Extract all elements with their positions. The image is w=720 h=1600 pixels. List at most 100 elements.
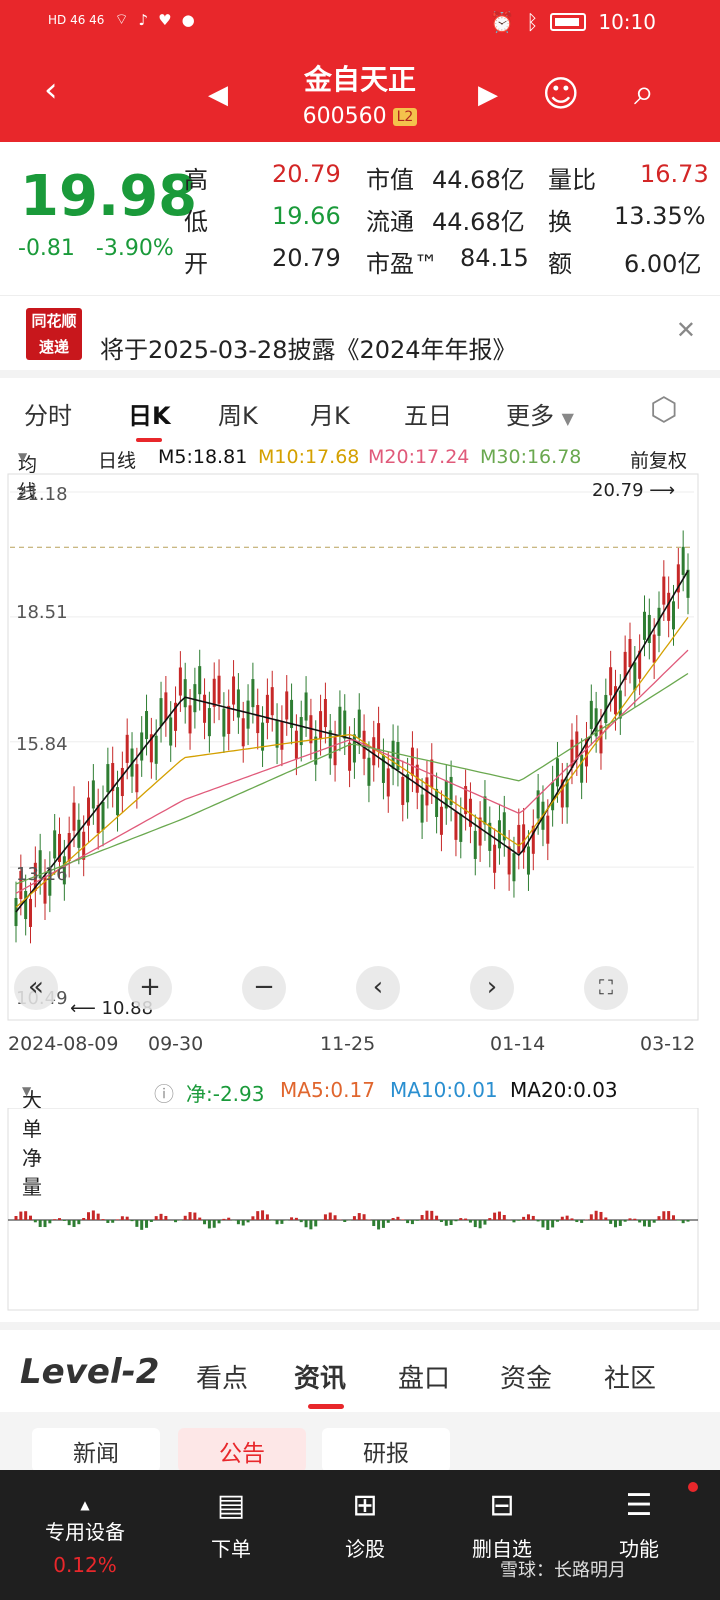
- turnover-value: 13.35%: [614, 202, 706, 230]
- subtab-announcements[interactable]: 公告: [178, 1428, 306, 1472]
- scroll-start-button[interactable]: «: [14, 966, 58, 1010]
- tab-intraday[interactable]: 分时: [24, 402, 72, 430]
- badge-bottom: 速递: [38, 338, 69, 356]
- candle-body: [473, 830, 477, 859]
- indicator-bar: [415, 1220, 419, 1221]
- browser-icon: ●: [181, 10, 195, 29]
- indicator-bar: [377, 1220, 381, 1230]
- candle-body: [642, 611, 646, 640]
- candle-body: [638, 650, 642, 679]
- tab-community[interactable]: 社区: [604, 1364, 657, 1394]
- indicator-bar: [48, 1220, 52, 1224]
- indicator-bar: [164, 1215, 168, 1220]
- candle-body: [154, 735, 158, 764]
- adjust-mode[interactable]: 前复权: [630, 450, 688, 472]
- order-icon: ▤: [216, 1488, 246, 1523]
- indicator-chart[interactable]: [0, 1107, 720, 1318]
- candle-body: [488, 822, 492, 851]
- candle-body: [265, 694, 269, 723]
- indicator-bar: [207, 1220, 211, 1229]
- candle-body: [406, 774, 410, 803]
- settings-icon[interactable]: ⬡: [650, 390, 678, 428]
- kline-chart[interactable]: [0, 472, 720, 1032]
- candle-body: [24, 890, 28, 920]
- indicator-bar: [14, 1216, 18, 1220]
- low-value: 19.66: [272, 202, 341, 230]
- chevron-down-icon: ▼: [18, 450, 28, 464]
- nav-diagnose[interactable]: ⊞ 诊股: [330, 1488, 400, 1562]
- tab-daily[interactable]: 日K: [128, 402, 171, 430]
- indicator-bar: [67, 1220, 71, 1226]
- candle-body: [120, 767, 124, 797]
- candle-body: [536, 790, 540, 819]
- menu-icon: ☰: [625, 1488, 653, 1523]
- nav-order[interactable]: ▤ 下单: [196, 1488, 266, 1562]
- pe-label: 市盈™: [366, 250, 438, 278]
- ma-series-line-m30: [15, 672, 689, 885]
- indicator-bar: [613, 1220, 617, 1228]
- back-icon[interactable]: ‹: [44, 70, 58, 110]
- diagnose-icon: ⊞: [352, 1488, 378, 1523]
- candle-body: [43, 875, 47, 904]
- nav-sector[interactable]: ▲ 专用设备 0.12%: [30, 1498, 140, 1577]
- nav-functions[interactable]: ☰ 功能: [604, 1488, 674, 1562]
- candle-body: [430, 759, 434, 788]
- candle-body: [285, 691, 289, 720]
- tab-five-day[interactable]: 五日: [404, 402, 452, 430]
- candle-body: [241, 718, 245, 747]
- change-percent: -3.90%: [95, 236, 174, 261]
- indicator-bar: [555, 1220, 559, 1222]
- tab-capital[interactable]: 资金: [500, 1364, 553, 1394]
- indicator-bar: [589, 1214, 593, 1220]
- candle-body: [203, 694, 207, 723]
- close-icon[interactable]: ✕: [675, 316, 696, 344]
- tab-weekly[interactable]: 周K: [218, 402, 258, 430]
- zoom-in-button[interactable]: +: [128, 966, 172, 1010]
- tab-orderbook[interactable]: 盘口: [398, 1364, 451, 1394]
- low-label: 低: [184, 208, 208, 236]
- help-icon[interactable]: ⓘ: [154, 1082, 174, 1106]
- status-right: ⏰ ᛒ 10:10: [489, 10, 656, 34]
- indicator-bar: [290, 1217, 294, 1220]
- candle-body: [444, 780, 448, 809]
- indicator-bar: [183, 1215, 187, 1220]
- indicator-bar: [125, 1216, 129, 1220]
- prev-stock-icon[interactable]: ◀: [208, 80, 228, 110]
- candle-body: [560, 779, 564, 808]
- indicator-bar: [87, 1212, 91, 1220]
- indicator-bar: [159, 1213, 163, 1220]
- robot-icon[interactable]: ☺: [542, 74, 580, 115]
- search-icon[interactable]: ⌕: [634, 72, 655, 113]
- candle-body: [594, 708, 598, 737]
- subtab-research[interactable]: 研报: [322, 1428, 450, 1472]
- nav-remove-watchlist[interactable]: ⊟ 删自选: [462, 1488, 542, 1562]
- candle-body: [159, 698, 163, 727]
- candle-body: [686, 569, 690, 598]
- tab-monthly[interactable]: 月K: [310, 402, 350, 430]
- candle-body: [82, 831, 86, 860]
- candle-body: [294, 730, 298, 759]
- zoom-out-button[interactable]: −: [242, 966, 286, 1010]
- tiktok-icon: ♪: [138, 10, 149, 29]
- scroll-left-button[interactable]: ‹: [356, 966, 400, 1010]
- indicator-bar: [91, 1210, 95, 1220]
- next-stock-icon[interactable]: ▶: [478, 80, 498, 110]
- tab-more[interactable]: 更多 ▼: [506, 396, 574, 431]
- candle-body: [169, 717, 173, 746]
- stock-code: 600560: [302, 104, 387, 129]
- fullscreen-icon[interactable]: ⛶: [584, 966, 628, 1010]
- indicator-bar: [642, 1220, 646, 1227]
- tab-highlights[interactable]: 看点: [196, 1364, 249, 1394]
- subtab-news[interactable]: 新闻: [32, 1428, 160, 1472]
- indicator-bar: [681, 1220, 685, 1224]
- candle-body: [106, 764, 110, 793]
- tab-news-info[interactable]: 资讯: [294, 1364, 347, 1394]
- minus-box-icon: ⊟: [489, 1488, 515, 1523]
- indicator-bar: [386, 1220, 390, 1223]
- level2-brand[interactable]: Level-2: [20, 1352, 160, 1392]
- scroll-right-button[interactable]: ›: [470, 966, 514, 1010]
- indicator-bar: [140, 1220, 144, 1230]
- announcement-bar[interactable]: 同花顺 速递 将于2025-03-28披露《2024年年报》 ✕: [0, 295, 720, 365]
- mktcap-label: 市值: [366, 166, 414, 194]
- price-change: -0.81 -3.90%: [18, 236, 174, 261]
